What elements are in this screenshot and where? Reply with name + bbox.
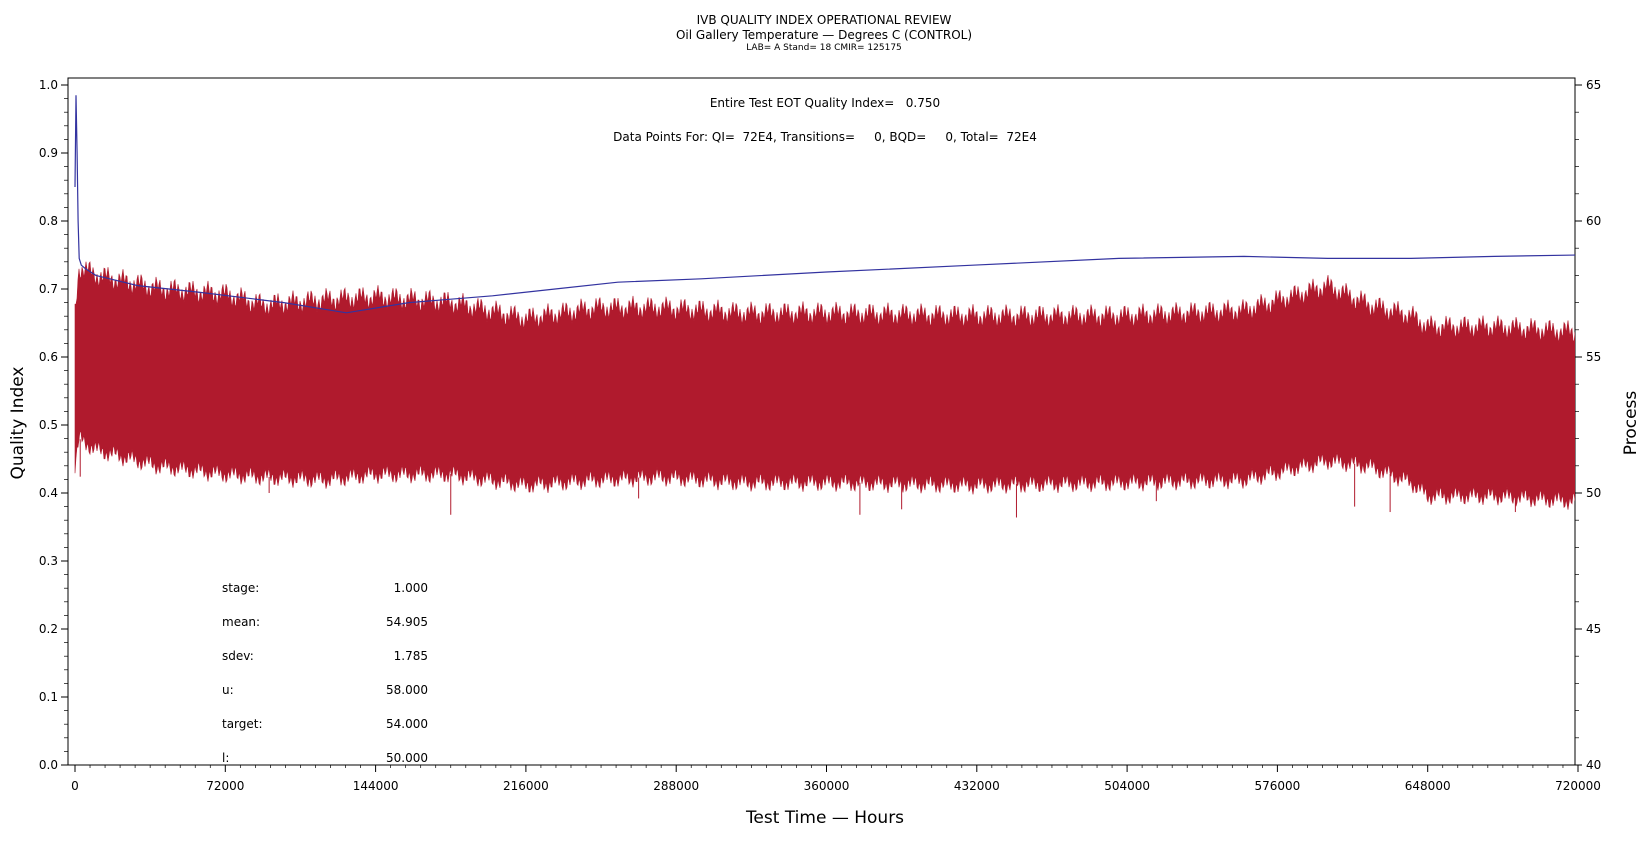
y-left-tick-label: 0.7 [39, 282, 58, 296]
y-right-tick-label: 45 [1586, 622, 1601, 636]
x-tick-label: 432000 [954, 779, 1000, 793]
x-tick-label: 720000 [1555, 779, 1601, 793]
y-axis-left-title: Quality Index [8, 367, 28, 480]
x-tick-label: 576000 [1254, 779, 1300, 793]
process-series-band [74, 261, 1575, 510]
stat-label: stage: [222, 581, 259, 595]
stat-value: 54.905 [386, 615, 428, 629]
y-right-tick-label: 55 [1586, 350, 1601, 364]
x-tick-label: 216000 [503, 779, 549, 793]
y-right-tick-label: 40 [1586, 758, 1601, 772]
stat-value: 58.000 [386, 683, 428, 697]
y-left-tick-label: 0.5 [39, 418, 58, 432]
y-left-tick-label: 0.2 [39, 622, 58, 636]
quality-index-line-layer [74, 95, 1575, 314]
y-left-tick-label: 0.4 [39, 486, 58, 500]
x-tick-label: 504000 [1104, 779, 1150, 793]
annotation-quality-index: Entire Test EOT Quality Index= 0.750 [710, 96, 940, 110]
y-left-tick-label: 0.1 [39, 690, 58, 704]
stat-label: sdev: [222, 649, 254, 663]
x-tick-label: 0 [71, 779, 79, 793]
annotation-data-points: Data Points For: QI= 72E4, Transitions= … [613, 130, 1037, 144]
y-left-tick-label: 0.8 [39, 214, 58, 228]
stat-value: 50.000 [386, 751, 428, 765]
y-left-tick-label: 1.0 [39, 78, 58, 92]
y-right-tick-label: 50 [1586, 486, 1601, 500]
stat-label: l: [222, 751, 229, 765]
y-left-tick-label: 0.6 [39, 350, 58, 364]
stat-value: 54.000 [386, 717, 428, 731]
quality-index-series-line [74, 95, 1575, 314]
chart-title: IVB QUALITY INDEX OPERATIONAL REVIEW [696, 13, 952, 27]
y-right-tick-label: 60 [1586, 214, 1601, 228]
stats-block: stage: 1.000 mean: 54.905 sdev: 1.785 u: 58.000… [222, 581, 428, 765]
x-tick-label: 144000 [353, 779, 399, 793]
y-left-tick-label: 0.9 [39, 146, 58, 160]
axes-layer: 0 72000 144000 216000 288000 360000 432000 5040… [39, 78, 1601, 793]
y-left-tick-label: 0.3 [39, 554, 58, 568]
chart-subtitle: Oil Gallery Temperature — Degrees C (CON… [675, 28, 973, 42]
x-tick-label: 360000 [804, 779, 850, 793]
stat-value: 1.785 [394, 649, 428, 663]
x-tick-label: 72000 [206, 779, 244, 793]
x-axis-title: Test Time — Hours [745, 808, 904, 828]
y-axis-right-title: Process [1621, 391, 1641, 456]
process-band-layer [74, 261, 1575, 518]
chart-info-line: LAB= A Stand= 18 CMIR= 125175 [746, 43, 902, 53]
x-tick-label: 288000 [653, 779, 699, 793]
stat-label: target: [222, 717, 263, 731]
y-left-tick-label: 0.0 [39, 758, 58, 772]
stat-label: mean: [222, 615, 260, 629]
y-right-tick-label: 65 [1586, 78, 1601, 92]
stat-label: u: [222, 683, 234, 697]
stat-value: 1.000 [394, 581, 428, 595]
x-tick-label: 648000 [1405, 779, 1451, 793]
